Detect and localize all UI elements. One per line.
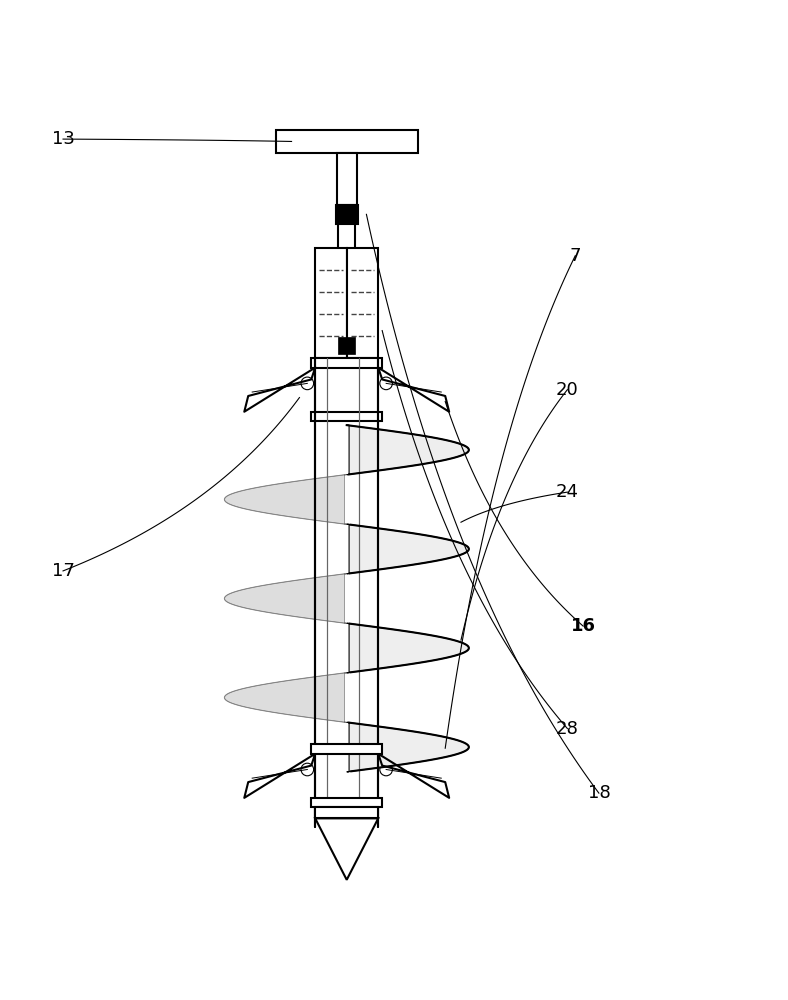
- Bar: [315, 807, 378, 818]
- Polygon shape: [315, 818, 378, 880]
- Bar: [337, 153, 356, 205]
- Polygon shape: [225, 673, 347, 722]
- Bar: [338, 337, 355, 354]
- Polygon shape: [347, 722, 469, 772]
- Text: 20: 20: [556, 381, 578, 399]
- Text: 28: 28: [556, 720, 579, 738]
- Polygon shape: [225, 574, 347, 623]
- Bar: [336, 205, 358, 224]
- Bar: [347, 248, 378, 358]
- Text: 16: 16: [571, 617, 596, 635]
- Polygon shape: [225, 475, 347, 524]
- Bar: [311, 412, 382, 421]
- Text: 13: 13: [51, 130, 75, 148]
- Bar: [276, 130, 418, 153]
- Polygon shape: [347, 524, 469, 574]
- Bar: [311, 358, 382, 368]
- Bar: [315, 248, 347, 358]
- Bar: [311, 744, 382, 754]
- Bar: [311, 798, 382, 807]
- Polygon shape: [347, 623, 469, 673]
- Text: 17: 17: [51, 562, 75, 580]
- Text: 24: 24: [556, 483, 579, 501]
- Text: 18: 18: [588, 784, 610, 802]
- Polygon shape: [347, 425, 469, 475]
- Text: 7: 7: [570, 247, 581, 265]
